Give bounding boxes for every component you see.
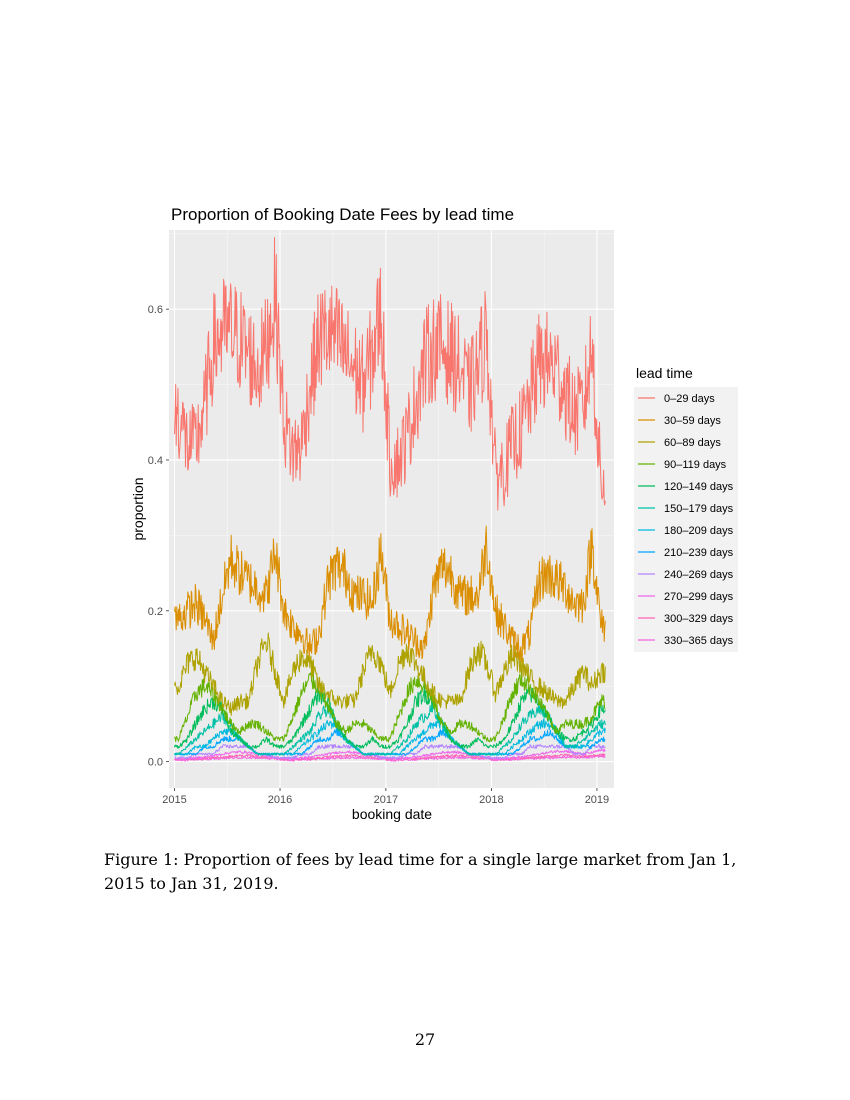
figure-caption: Figure 1: Proportion of fees by lead tim… xyxy=(104,850,737,893)
legend-label: 150–179 days xyxy=(664,503,734,515)
x-tick-label: 2015 xyxy=(162,794,186,806)
series-line xyxy=(174,632,606,716)
series-line xyxy=(174,755,606,762)
y-tick-label: 0.0 xyxy=(148,757,163,769)
series-line xyxy=(174,748,606,761)
legend-label: 330–365 days xyxy=(664,635,734,647)
chart-title: Proportion of Booking Date Fees by lead … xyxy=(171,205,514,224)
x-tick-label: 2018 xyxy=(479,794,503,806)
x-tick-label: 2017 xyxy=(374,794,398,806)
series-line xyxy=(174,525,606,663)
page-number: 27 xyxy=(414,1030,436,1049)
legend-label: 60–89 days xyxy=(664,437,721,449)
y-axis-ticks: 0.0 0.2 0.4 0.6 xyxy=(148,304,169,769)
x-axis-title: booking date xyxy=(352,806,432,822)
legend-label: 120–149 days xyxy=(664,481,734,493)
series-line xyxy=(174,237,606,511)
x-tick-label: 2016 xyxy=(268,794,292,806)
series-line xyxy=(174,668,606,743)
legend-label: 30–59 days xyxy=(664,415,721,427)
x-tick-label: 2019 xyxy=(585,794,609,806)
legend-label: 270–299 days xyxy=(664,591,734,603)
y-tick-label: 0.6 xyxy=(148,304,163,316)
legend-items: 0–29 days 30–59 days 60–89 days 90–119 days… xyxy=(634,387,738,652)
legend-label: 180–209 days xyxy=(664,525,734,537)
y-axis-title: proportion xyxy=(130,477,146,540)
legend-label: 300–329 days xyxy=(664,613,734,625)
x-axis-ticks: 2015 2016 2017 2018 2019 xyxy=(162,788,609,806)
legend-label: 90–119 days xyxy=(664,459,727,471)
legend-label: 240–269 days xyxy=(664,569,734,581)
legend-key-background xyxy=(634,387,738,652)
series-lines xyxy=(174,237,606,762)
legend-title: lead time xyxy=(636,365,693,381)
y-tick-label: 0.2 xyxy=(148,606,163,618)
legend-label: 0–29 days xyxy=(664,393,715,405)
legend-label: 210–239 days xyxy=(664,547,734,559)
y-tick-label: 0.4 xyxy=(148,455,163,467)
series-line xyxy=(174,744,606,760)
series-line xyxy=(174,701,606,756)
legend: lead time 0–29 days 30–59 days 60–89 days 9… xyxy=(634,365,738,652)
